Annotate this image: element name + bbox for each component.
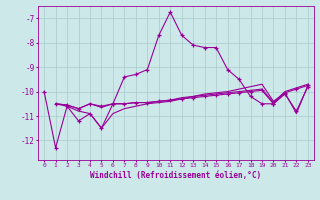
X-axis label: Windchill (Refroidissement éolien,°C): Windchill (Refroidissement éolien,°C) xyxy=(91,171,261,180)
